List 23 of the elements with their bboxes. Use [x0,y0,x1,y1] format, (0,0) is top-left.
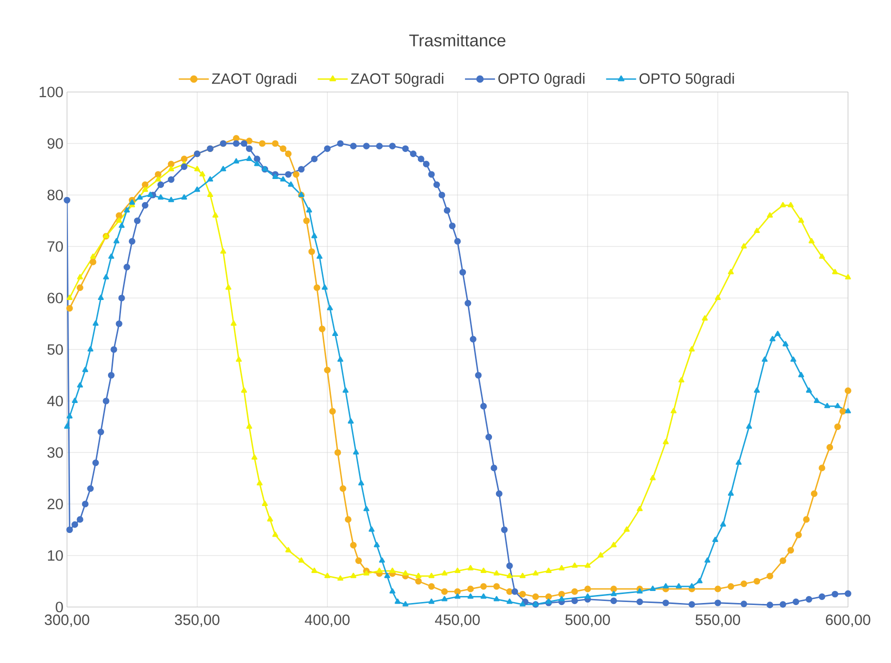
x-tick-label: 500,00 [565,614,610,627]
legend-label: OPTO 50gradi [640,72,734,87]
x-tick-label: 600,00 [826,614,870,627]
x-tick-label: 350,00 [174,614,220,627]
y-tick-label: 40 [47,396,63,406]
y-tick-label: 70 [48,241,63,252]
x-tick-label: 450,00 [434,614,480,627]
y-tick-label: 60 [48,292,63,304]
y-tick-label: 90 [48,138,63,149]
legend-label: ZAOT 50gradi [350,72,444,87]
y-tick-label: 50 [47,344,63,355]
x-tick-label: 300,00 [44,614,90,627]
y-tick-label: 10 [48,550,63,561]
x-tick-label: 400,00 [304,614,350,627]
chart-title: Trasmittance [409,34,506,46]
y-tick-label: 80 [48,190,63,200]
y-tick-label: 100 [40,86,63,98]
x-tick-label: 550,00 [696,614,740,627]
y-tick-label: 20 [48,498,63,510]
y-tick-label: 0 [56,602,63,612]
legend-label: ZAOT 0gradi [212,72,296,87]
y-tick-label: 30 [47,447,63,458]
legend-label: OPTO 0gradi [498,72,584,87]
